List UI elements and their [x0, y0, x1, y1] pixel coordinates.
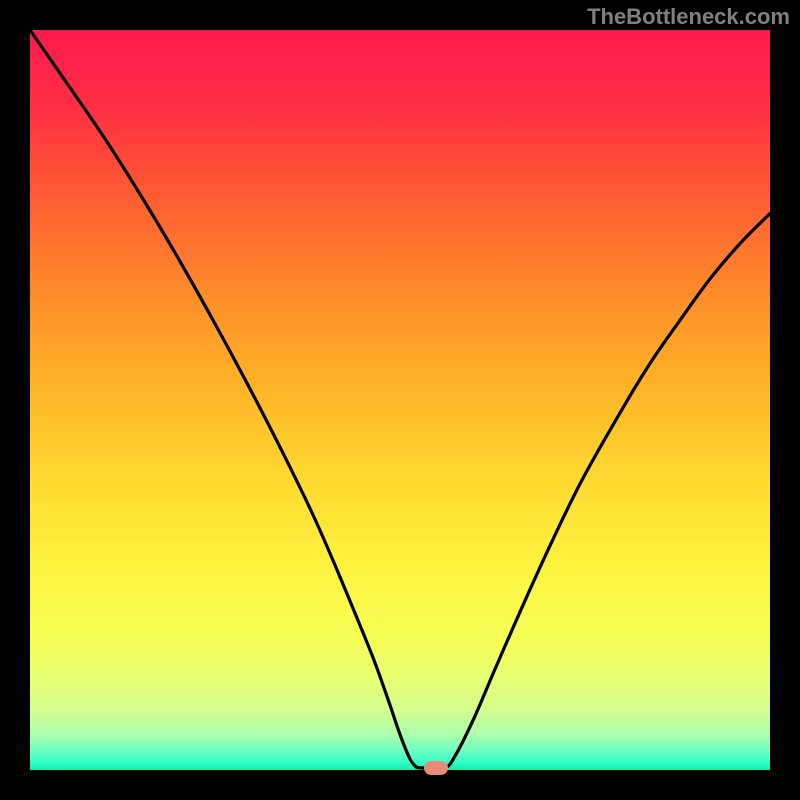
valley-marker [424, 761, 448, 775]
chart-container: TheBottleneck.com [0, 0, 800, 800]
bottleneck-curve-layer [0, 0, 800, 800]
watermark-text: TheBottleneck.com [587, 4, 790, 30]
bottleneck-curve [30, 30, 770, 769]
